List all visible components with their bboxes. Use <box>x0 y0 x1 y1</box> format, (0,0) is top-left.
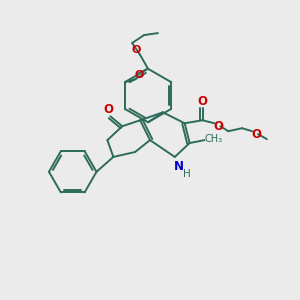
Text: H: H <box>183 169 190 179</box>
Text: CH₃: CH₃ <box>204 134 223 144</box>
Text: O: O <box>197 95 208 108</box>
Text: O: O <box>131 45 141 55</box>
Text: O: O <box>213 120 224 133</box>
Text: O: O <box>134 70 143 80</box>
Text: O: O <box>103 103 113 116</box>
Text: O: O <box>251 128 261 141</box>
Text: N: N <box>174 160 184 173</box>
